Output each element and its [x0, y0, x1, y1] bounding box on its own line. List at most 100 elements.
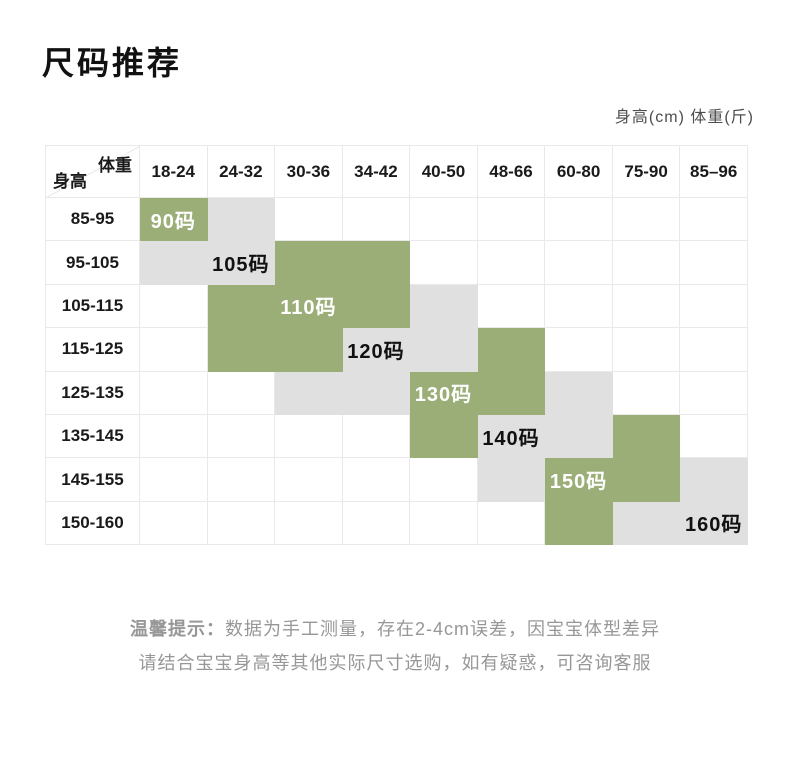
size-cell-empty — [206, 413, 276, 459]
size-cell-empty — [544, 196, 613, 242]
size-cell-empty — [139, 413, 208, 459]
size-cell-green — [274, 327, 343, 372]
size-label: 105码 — [212, 254, 270, 277]
size-cell-gray — [544, 370, 613, 415]
height-row-header: 95-105 — [45, 240, 140, 285]
size-cell-green — [409, 413, 478, 459]
size-cell-empty — [476, 240, 546, 285]
size-label: 140码 — [482, 427, 540, 450]
size-cell-empty — [139, 370, 208, 415]
size-cell-gray — [679, 457, 748, 502]
table-row: 105-115 110码 — [45, 283, 748, 329]
size-cell-empty — [409, 196, 478, 242]
size-cell-empty — [544, 283, 613, 329]
size-label: 150码 — [549, 471, 608, 494]
size-cell-empty — [274, 413, 343, 459]
size-label: 120码 — [347, 340, 405, 363]
size-cell-empty — [476, 283, 546, 329]
height-row-header: 85-95 — [45, 196, 140, 242]
size-cell-green — [544, 500, 613, 546]
height-axis-label: 身高 — [53, 172, 87, 191]
size-cell-green — [274, 240, 343, 285]
weight-col-header: 40-50 — [409, 145, 478, 198]
size-cell-empty — [139, 457, 208, 502]
weight-col-header: 85–96 — [679, 145, 748, 198]
size-cell-green — [206, 283, 276, 329]
size-cell-empty — [611, 327, 681, 372]
size-cell-gray: 120码 — [341, 327, 411, 372]
height-row-header: 145-155 — [45, 457, 140, 502]
units-label: 身高(cm) 体重(斤) — [614, 109, 754, 126]
size-cell-green — [341, 283, 411, 329]
size-cell-empty — [409, 457, 478, 502]
size-cell-empty — [274, 457, 343, 502]
size-cell-empty — [544, 240, 613, 285]
size-cell-gray — [409, 283, 478, 329]
size-cell-empty — [679, 413, 748, 459]
size-cell-empty — [139, 283, 208, 329]
size-label: 110码 — [280, 297, 337, 320]
size-cell-empty — [679, 327, 748, 372]
size-cell-green — [476, 327, 546, 372]
size-cell-empty — [679, 283, 748, 329]
weight-col-header: 75-90 — [611, 145, 681, 198]
weight-axis-label: 体重 — [98, 156, 132, 175]
size-cell-empty — [206, 457, 276, 502]
size-cell-empty — [139, 500, 208, 546]
size-cell-green — [341, 240, 411, 285]
size-cell-empty — [274, 500, 343, 546]
note-line1: 数据为手工测量，存在2-4cm误差，因宝宝体型差异 — [224, 619, 660, 639]
weight-col-header: 48-66 — [476, 145, 546, 198]
size-cell-gray — [274, 370, 343, 415]
size-cell-empty — [341, 413, 411, 459]
size-label: 160码 — [685, 514, 743, 537]
height-row-header: 115-125 — [45, 327, 140, 372]
table-row: 85-95 90码 — [45, 196, 748, 242]
size-cell-empty — [409, 240, 478, 285]
table-row: 135-145 140码 — [45, 413, 748, 459]
size-cell-empty — [409, 500, 478, 546]
size-cell-empty — [274, 196, 343, 242]
note: 温馨提示：数据为手工测量，存在2-4cm误差，因宝宝体型差异 请结合宝宝身高等其… — [0, 612, 790, 680]
size-cell-empty — [206, 500, 276, 546]
size-cell-empty — [139, 327, 208, 372]
size-cell-empty — [679, 370, 748, 415]
height-row-header: 150-160 — [45, 500, 140, 546]
size-cell-empty — [611, 196, 681, 242]
size-chart-table: 体重 身高 18-24 24-32 30-36 34-42 40-50 48-66 60-80 7… — [45, 145, 748, 546]
size-cell-empty — [611, 370, 681, 415]
size-cell-empty — [476, 500, 546, 546]
size-cell-gray — [611, 500, 681, 546]
size-cell-empty — [679, 240, 748, 285]
page-title: 尺码推荐 — [42, 45, 183, 81]
size-table-body: 85-95 90码 95-105 105码 105-115 110码 115-125 120码… — [45, 196, 748, 546]
size-cell-empty — [611, 240, 681, 285]
size-cell-green — [611, 457, 681, 502]
size-cell-gray — [476, 457, 546, 502]
size-cell-green — [476, 370, 546, 415]
size-cell-empty — [206, 370, 276, 415]
weight-col-header: 24-32 — [206, 145, 276, 198]
size-cell-green — [206, 327, 276, 372]
size-cell-gray: 105码 — [206, 240, 276, 285]
weight-col-header: 60-80 — [544, 145, 613, 198]
table-row: 150-160 160码 — [45, 500, 748, 546]
size-cell-gray — [341, 370, 411, 415]
size-cell-gray — [206, 196, 276, 242]
header-row: 体重 身高 18-24 24-32 30-36 34-42 40-50 48-66 60-80 7… — [45, 145, 748, 198]
table-row: 125-135 130码 — [45, 370, 748, 415]
size-cell-empty — [544, 327, 613, 372]
size-label: 90码 — [150, 210, 196, 233]
table-row: 115-125 120码 — [45, 327, 748, 372]
table-row: 95-105 105码 — [45, 240, 748, 285]
size-cell-gray: 140码 — [476, 413, 546, 459]
note-line2: 请结合宝宝身高等其他实际尺寸选购，如有疑惑，可咨询客服 — [138, 653, 652, 673]
size-cell-empty — [341, 457, 411, 502]
size-table-header: 体重 身高 18-24 24-32 30-36 34-42 40-50 48-66 60-80 7… — [45, 145, 748, 198]
size-cell-gray: 160码 — [679, 500, 748, 546]
size-cell-green: 130码 — [409, 370, 478, 415]
axis-corner-cell: 体重 身高 — [45, 145, 140, 198]
note-prefix: 温馨提示： — [129, 619, 225, 639]
size-cell-green: 90码 — [139, 196, 208, 242]
